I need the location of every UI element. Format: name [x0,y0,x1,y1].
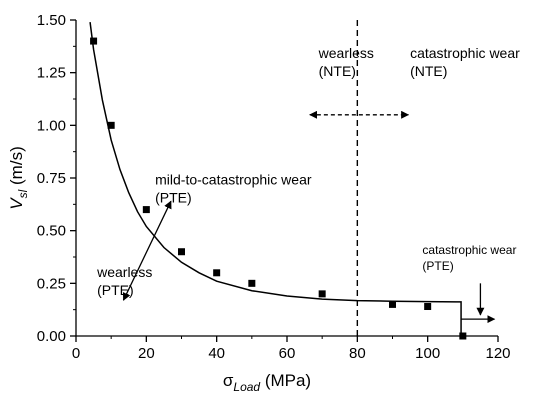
y-tick-label: 0.50 [37,223,66,240]
annotation-label: (NTE) [410,63,447,79]
y-tick-label: 1.00 [37,117,66,134]
annotation-label: (NTE) [319,63,356,79]
annotation-label: (PTE) [155,189,192,205]
data-point [107,121,115,129]
annotation-arrow [122,200,172,301]
x-tick-label: 120 [485,345,510,362]
annotation-label: catastrophic wear [410,45,520,61]
data-point [318,290,326,298]
y-tick-label: 1.25 [37,65,66,82]
data-point [389,300,396,308]
x-tick-label: 100 [415,345,440,362]
y-tick-label: 0.25 [37,275,66,292]
y-tick-label: 0.75 [37,170,66,187]
annotation-label: (PTE) [422,259,453,273]
data-point [213,269,221,277]
annotation-label: wearless [96,264,152,280]
annotation-label: mild-to-catastrophic wear [155,171,312,187]
x-tick-label: 20 [138,345,155,362]
x-tick-label: 60 [279,345,296,362]
plot-area: 0 20 40 60 80 100 120 0.00 0.25 0.50 0.75 1.00 1.25 1… [7,12,520,394]
x-tick-label: 40 [208,345,225,362]
data-point [424,303,432,311]
y-tick-label: 0.00 [37,328,66,345]
annotation-label: wearless [318,45,374,61]
data-point [178,248,185,256]
data-point [248,279,256,287]
annotation-label: catastrophic wear [422,243,516,257]
data-point [90,37,98,45]
x-tick-label: 80 [349,345,366,362]
fit-curve [89,22,462,336]
x-tick-label: 0 [72,345,80,362]
data-point [459,332,467,340]
data-point [142,206,150,214]
annotation-label: (PTE) [97,282,134,298]
y-axis-title: Vsl (m/s) [7,146,30,209]
y-tick-label: 1.50 [37,12,66,29]
x-axis-title: σLoad (MPa) [223,371,311,394]
